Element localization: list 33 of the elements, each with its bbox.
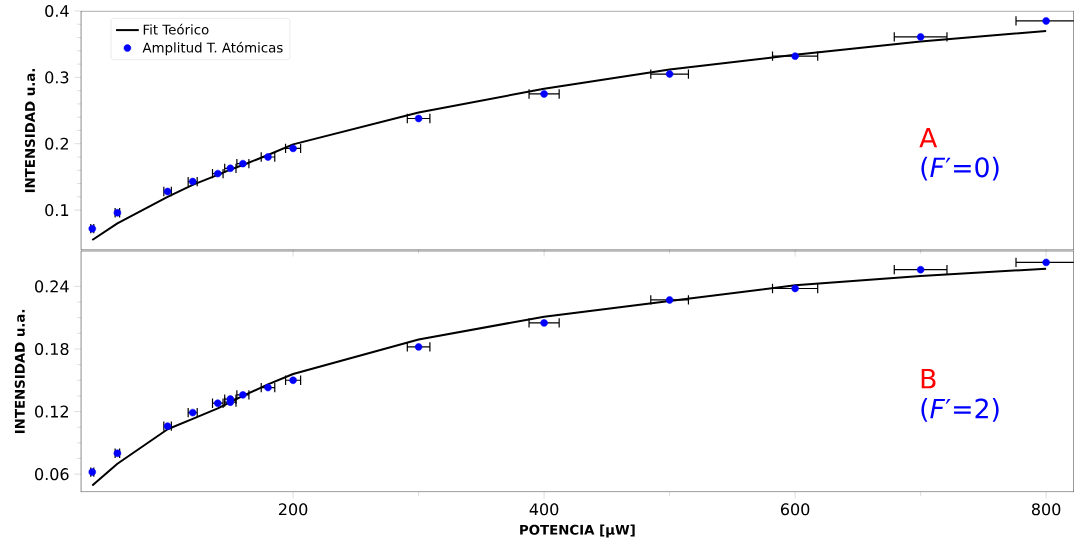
point (1042, 258, 1050, 267)
y-tick-label: 0.4 (45, 5, 69, 18)
y-axis-title: INTENSIDAD u.a. (14, 309, 25, 434)
x-tick-label: 400 (529, 503, 559, 516)
point (540, 319, 548, 327)
y-axis-title: INTENSIDAD u.a. (24, 69, 36, 193)
point (665, 296, 674, 304)
annotation: (F′=2) (921, 398, 999, 422)
point (916, 33, 925, 41)
point (791, 284, 799, 293)
y-tick-label: 0.3 (45, 71, 69, 84)
y-tick-label: 0.1 (45, 204, 69, 217)
point (414, 343, 423, 351)
annotation: A (919, 127, 938, 148)
point (1042, 17, 1050, 25)
y-tick-label: 0.12 (35, 405, 68, 418)
y-tick-label: 0.2 (45, 137, 69, 150)
x-axis-title: POTENCIA [μW] (520, 524, 635, 538)
y-tick-label: 0.06 (35, 468, 69, 481)
legend-label: Amplitud T. Atómicas (142, 41, 283, 56)
point (791, 52, 799, 60)
annotation: B (921, 368, 936, 389)
point (414, 114, 423, 123)
point (916, 266, 925, 274)
point (540, 90, 548, 98)
x-tick-label: 200 (279, 503, 308, 516)
y-tick-label: 0.18 (35, 342, 69, 356)
legend-label: Fit Teórico (143, 23, 209, 35)
x-tick-label: 600 (780, 503, 810, 516)
point (665, 70, 674, 78)
y-tick-label: 0.24 (35, 280, 69, 293)
annotation: (F′=0) (921, 156, 999, 181)
x-tick-label: 800 (1031, 503, 1061, 516)
